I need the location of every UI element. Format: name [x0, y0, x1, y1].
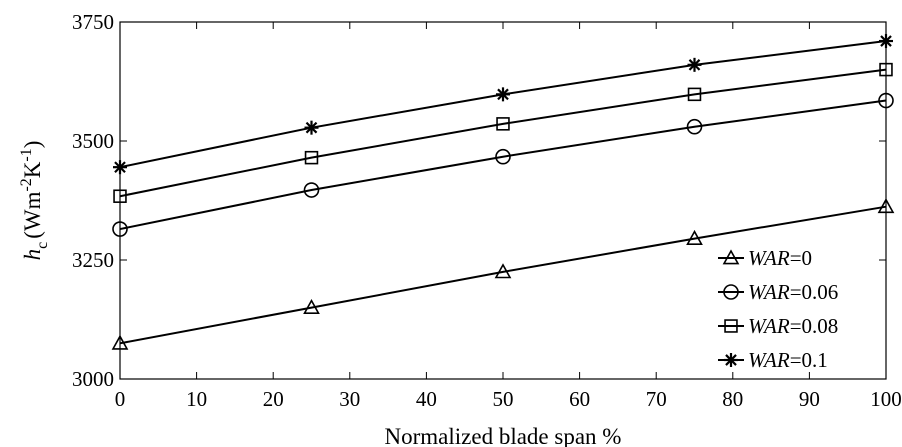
- circle-marker: [723, 284, 739, 300]
- legend-label: WAR=0.06: [748, 280, 838, 304]
- series-line-0: [119, 205, 887, 345]
- tick-labels: 0 10 20 30 40 50 60 70 80 90 100 3000 3250 3500 3750: [72, 10, 902, 411]
- legend-label: WAR=0.08: [748, 314, 838, 338]
- y-title-unit-close: ): [20, 141, 45, 149]
- x-tick-label: 70: [646, 387, 667, 411]
- x-tick-label: 10: [186, 387, 207, 411]
- circle-marker: [686, 118, 703, 135]
- axis-ticks: [119, 21, 887, 380]
- circle-marker: [495, 148, 511, 165]
- y-title-unit-open: (Wm: [20, 191, 45, 238]
- legend-var: WAR: [748, 246, 790, 270]
- asterisk-marker: [724, 353, 738, 367]
- y-title-subscript: c: [34, 242, 51, 249]
- x-tick-label: 100: [870, 387, 902, 411]
- legend-value: =0: [790, 246, 812, 270]
- legend-label: WAR=0.1: [748, 348, 828, 372]
- square-marker: [724, 319, 738, 333]
- y-axis-title: hc (Wm-2K-1): [18, 141, 51, 261]
- x-tick-label: 0: [115, 387, 126, 411]
- x-tick-label: 50: [493, 387, 514, 411]
- series-line-1: [119, 99, 887, 231]
- legend-value: =0.06: [790, 280, 839, 304]
- y-tick-label: 3250: [72, 248, 114, 272]
- legend-var: WAR: [748, 348, 790, 372]
- y-title-unit-mid: K: [20, 161, 45, 178]
- legend-var: WAR: [748, 314, 790, 338]
- legend-value: =0.08: [790, 314, 839, 338]
- triangle-marker: [722, 249, 740, 265]
- legend-item: WAR=0: [718, 246, 812, 270]
- y-title-symbol: h: [20, 249, 45, 261]
- x-tick-label: 40: [416, 387, 437, 411]
- asterisk-marker: [687, 57, 702, 72]
- x-tick-label: 90: [799, 387, 820, 411]
- series-line-2: [119, 68, 887, 198]
- y-tick-label: 3500: [72, 129, 114, 153]
- y-title-exp1: -2: [18, 178, 35, 191]
- asterisk-marker: [496, 87, 510, 102]
- x-tick-label: 30: [339, 387, 360, 411]
- x-tick-label: 80: [722, 387, 743, 411]
- triangle-marker: [303, 298, 320, 315]
- legend-item: WAR=0.06: [718, 280, 838, 304]
- triangle-marker: [494, 263, 512, 279]
- circle-marker: [303, 182, 320, 198]
- legend-item: WAR=0.08: [718, 314, 838, 338]
- square-marker: [496, 117, 510, 131]
- square-marker: [304, 150, 319, 165]
- triangle-marker: [686, 229, 703, 245]
- y-tick-label: 3750: [72, 10, 114, 34]
- legend-label: WAR=0: [748, 246, 812, 270]
- legend-item: WAR=0.1: [718, 348, 828, 372]
- x-axis-title: Normalized blade span %: [385, 424, 622, 447]
- x-tick-label: 60: [569, 387, 590, 411]
- y-tick-label: 3000: [72, 367, 114, 391]
- y-title-exp2: -1: [18, 148, 35, 161]
- legend-var: WAR: [748, 280, 790, 304]
- square-marker: [687, 87, 702, 102]
- asterisk-marker: [304, 120, 319, 135]
- legend-value: =0.1: [790, 348, 828, 372]
- x-tick-label: 20: [263, 387, 284, 411]
